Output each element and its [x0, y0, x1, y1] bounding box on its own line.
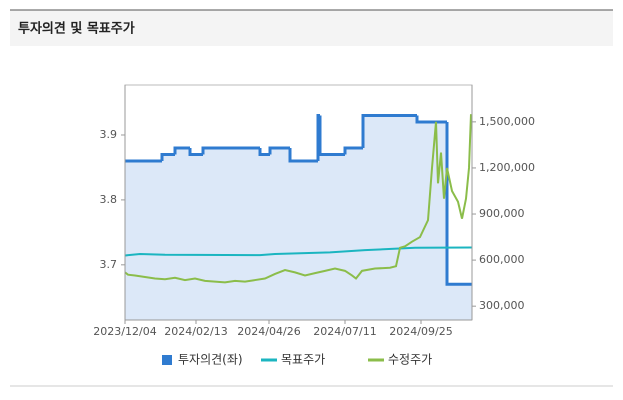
- step-line: [361, 114, 417, 148]
- x-tick-label: 2024/02/13: [164, 325, 227, 338]
- legend-label: 수정주가: [388, 353, 432, 367]
- y2-tick-label: 900,000: [479, 207, 525, 220]
- step-line: [318, 115, 345, 156]
- area-step: [447, 284, 472, 320]
- y2-tick-label: 1,200,000: [479, 161, 535, 174]
- step-line: [268, 146, 290, 155]
- y2-tick-label: 300,000: [479, 299, 525, 312]
- legend-swatch: [162, 355, 172, 365]
- area-step: [175, 147, 190, 320]
- header-band: [10, 10, 613, 46]
- area-step: [125, 160, 162, 320]
- y2-tick-label: 1,500,000: [479, 115, 535, 128]
- y-tick-label: 3.7: [100, 258, 118, 271]
- step-line: [188, 147, 203, 156]
- series-line: [124, 246, 473, 257]
- step-line: [343, 146, 363, 155]
- x-tick-label: 2024/04/26: [237, 325, 300, 338]
- step-line: [173, 146, 190, 155]
- step-line: [201, 146, 260, 155]
- area-step: [270, 147, 290, 320]
- header-title: 투자의견 및 목표주가: [18, 21, 135, 37]
- area-step: [162, 154, 175, 320]
- y2-tick-label: 600,000: [479, 253, 525, 266]
- x-tick-label: 2023/12/04: [93, 325, 156, 338]
- y-tick-label: 3.8: [100, 193, 118, 206]
- area-step: [290, 160, 318, 320]
- area-step: [320, 154, 345, 320]
- area-step: [260, 154, 270, 320]
- step-line: [160, 152, 175, 161]
- step-line: [316, 114, 320, 161]
- x-tick-label: 2024/07/11: [313, 325, 376, 338]
- step-line: [288, 147, 318, 163]
- legend-label: 투자의견(좌): [178, 353, 243, 367]
- area-step: [190, 154, 203, 320]
- x-tick-label: 2024/09/25: [389, 325, 452, 338]
- area-step: [417, 122, 447, 320]
- area-step: [318, 115, 320, 320]
- area-step: [363, 115, 417, 320]
- step-line: [258, 147, 270, 156]
- series-line: [124, 114, 472, 284]
- area-step: [203, 147, 260, 320]
- y-tick-label: 3.9: [100, 128, 118, 141]
- area-step: [345, 147, 363, 320]
- legend-label: 목표주가: [281, 353, 325, 367]
